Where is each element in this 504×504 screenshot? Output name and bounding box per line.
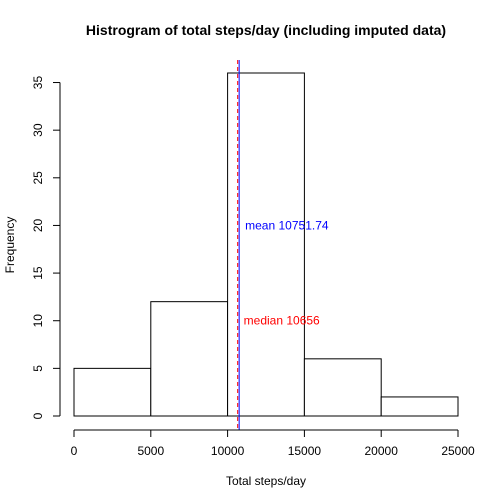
- y-axis: 0 5 10 15 20 25 30 35: [31, 76, 61, 419]
- median-annotation: median 10656: [244, 314, 320, 328]
- histogram-bar-0: [73, 367, 152, 417]
- reference-lines-group: [237, 60, 240, 430]
- x-tick-label-4: 20000: [365, 444, 399, 458]
- y-tick-label-0: 0: [31, 412, 45, 419]
- y-tick-label-7: 35: [31, 76, 45, 90]
- histogram-bar-3: [303, 358, 382, 417]
- y-tick-label-6: 30: [31, 123, 45, 137]
- histogram-bar-2: [227, 72, 305, 417]
- x-tick-label-3: 15000: [288, 444, 322, 458]
- y-axis-label: Frequency: [3, 217, 17, 274]
- x-tick-label-1: 5000: [137, 444, 164, 458]
- y-tick-label-4: 20: [31, 218, 45, 232]
- y-tick-label-1: 5: [31, 365, 45, 372]
- x-tick-label-0: 0: [71, 444, 78, 458]
- histogram-bar-1: [150, 301, 229, 417]
- y-tick-label-3: 15: [31, 266, 45, 280]
- x-axis-label: Total steps/day: [226, 474, 306, 488]
- y-tick-label-2: 10: [31, 314, 45, 328]
- x-axis: 0 5000 10000 15000 20000 25000: [71, 429, 475, 458]
- x-tick-label-2: 10000: [211, 444, 245, 458]
- chart-title: Histrogram of total steps/day (including…: [86, 22, 446, 38]
- histogram-bar-4: [380, 396, 459, 417]
- x-tick-label-5: 25000: [441, 444, 475, 458]
- annotations-group: median 10656 mean 10751.74: [244, 218, 329, 327]
- bars-group: [73, 72, 459, 417]
- mean-annotation: mean 10751.74: [245, 218, 329, 232]
- y-tick-label-5: 25: [31, 171, 45, 185]
